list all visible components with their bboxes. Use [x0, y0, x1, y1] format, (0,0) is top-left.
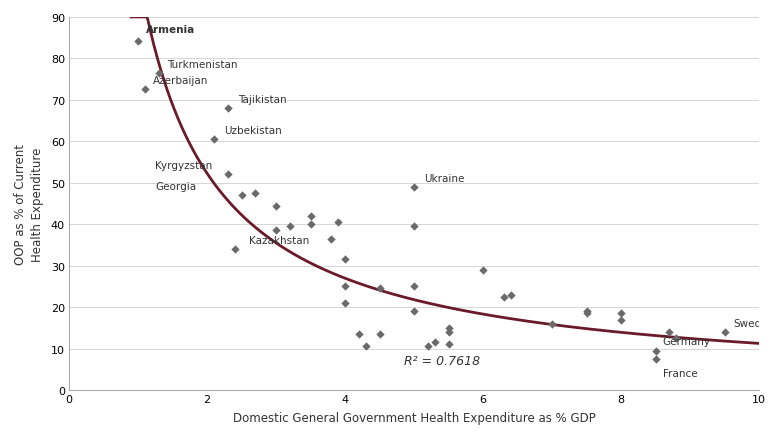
Point: [249, 190, 261, 197]
Point: [650, 356, 662, 363]
Point: [270, 227, 282, 234]
Point: [270, 202, 282, 209]
Text: Azerbaijan: Azerbaijan: [154, 76, 209, 86]
Point: [670, 335, 682, 342]
Point: [408, 184, 420, 191]
Text: Kyrgyzstan: Kyrgyzstan: [155, 161, 213, 171]
Point: [284, 223, 296, 230]
Point: [139, 87, 151, 94]
Point: [207, 136, 220, 143]
Point: [615, 310, 627, 317]
Point: [422, 343, 434, 350]
Point: [222, 172, 234, 179]
Point: [304, 221, 317, 228]
Point: [374, 285, 386, 292]
Point: [339, 283, 351, 290]
Text: Kazakhstan: Kazakhstan: [249, 235, 309, 245]
Point: [132, 38, 144, 45]
Point: [442, 341, 455, 348]
Text: Germany: Germany: [662, 337, 711, 347]
Point: [353, 331, 365, 338]
Point: [325, 236, 338, 243]
Point: [374, 331, 386, 338]
Text: R² = 0.7618: R² = 0.7618: [404, 354, 480, 367]
Text: France: France: [662, 368, 697, 378]
Point: [663, 328, 675, 336]
Text: Uzbekistan: Uzbekistan: [225, 126, 282, 136]
Y-axis label: OOP as % of Current
Health Expenditure: OOP as % of Current Health Expenditure: [14, 144, 44, 265]
Point: [615, 316, 627, 323]
Point: [222, 106, 234, 113]
Point: [650, 347, 662, 354]
Point: [498, 293, 510, 300]
Point: [339, 256, 351, 263]
Point: [546, 321, 558, 328]
Point: [580, 308, 593, 315]
Point: [332, 219, 345, 226]
X-axis label: Domestic General Government Health Expenditure as % GDP: Domestic General Government Health Expen…: [232, 411, 595, 424]
Text: Ukraine: Ukraine: [424, 173, 465, 183]
Text: Georgia: Georgia: [155, 182, 197, 191]
Point: [304, 213, 317, 220]
Text: Armenia: Armenia: [147, 25, 196, 35]
Point: [360, 343, 372, 350]
Point: [408, 308, 420, 315]
Point: [408, 223, 420, 230]
Text: Turkmenistan: Turkmenistan: [167, 60, 238, 70]
Point: [477, 267, 489, 274]
Text: Tajikistan: Tajikistan: [238, 95, 287, 105]
Point: [442, 325, 455, 332]
Point: [153, 70, 165, 77]
Text: Sweden: Sweden: [733, 318, 774, 328]
Point: [236, 192, 248, 199]
Point: [505, 291, 517, 298]
Point: [408, 283, 420, 290]
Point: [580, 310, 593, 317]
Point: [339, 300, 351, 307]
Point: [718, 328, 731, 336]
Point: [442, 328, 455, 336]
Point: [428, 339, 441, 346]
Point: [229, 246, 241, 253]
